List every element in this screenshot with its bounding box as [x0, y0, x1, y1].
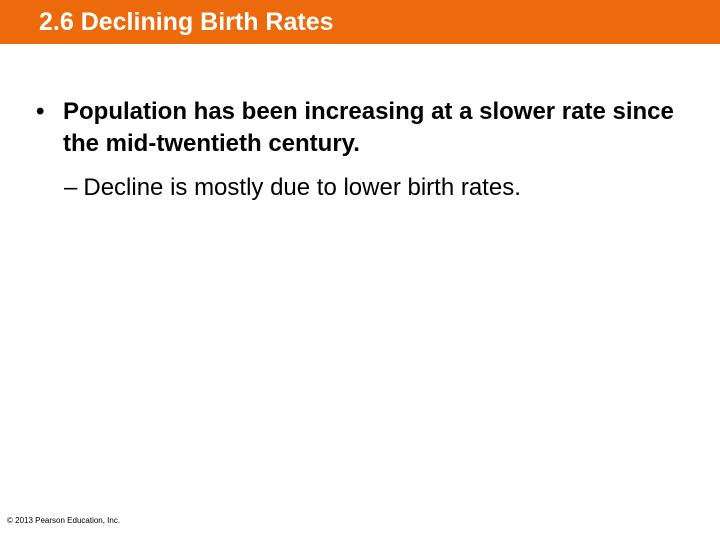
sub-bullet-text: Decline is mostly due to lower birth rat… — [83, 174, 521, 201]
bullet-item: • Population has been increasing at a sl… — [36, 96, 676, 160]
copyright-footer: © 2013 Pearson Education, Inc. — [7, 516, 121, 525]
title-bar: 2.6 Declining Birth Rates — [0, 0, 720, 44]
sub-bullet-marker: – — [64, 174, 78, 201]
sub-bullet-item: – Decline is mostly due to lower birth ra… — [64, 172, 684, 204]
bullet-text: Population has been increasing at a slow… — [63, 98, 674, 157]
bullet-marker: • — [36, 98, 45, 125]
slide-title: 2.6 Declining Birth Rates — [39, 8, 334, 36]
